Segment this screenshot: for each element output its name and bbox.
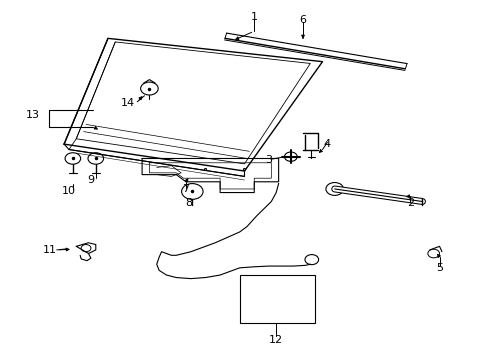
Text: 2: 2: [406, 198, 413, 208]
Text: 9: 9: [87, 175, 94, 185]
Text: 3: 3: [265, 155, 272, 165]
Bar: [239, 275, 315, 323]
Text: 1: 1: [250, 12, 257, 22]
Text: 6: 6: [299, 15, 306, 26]
Text: 4: 4: [323, 139, 330, 149]
Text: 14: 14: [120, 98, 134, 108]
Text: 12: 12: [268, 334, 283, 345]
Text: 13: 13: [25, 111, 40, 121]
Text: 8: 8: [184, 198, 192, 208]
Text: 7: 7: [182, 184, 189, 194]
Text: 5: 5: [435, 263, 442, 273]
Text: 10: 10: [62, 186, 76, 196]
Text: 11: 11: [42, 245, 56, 255]
